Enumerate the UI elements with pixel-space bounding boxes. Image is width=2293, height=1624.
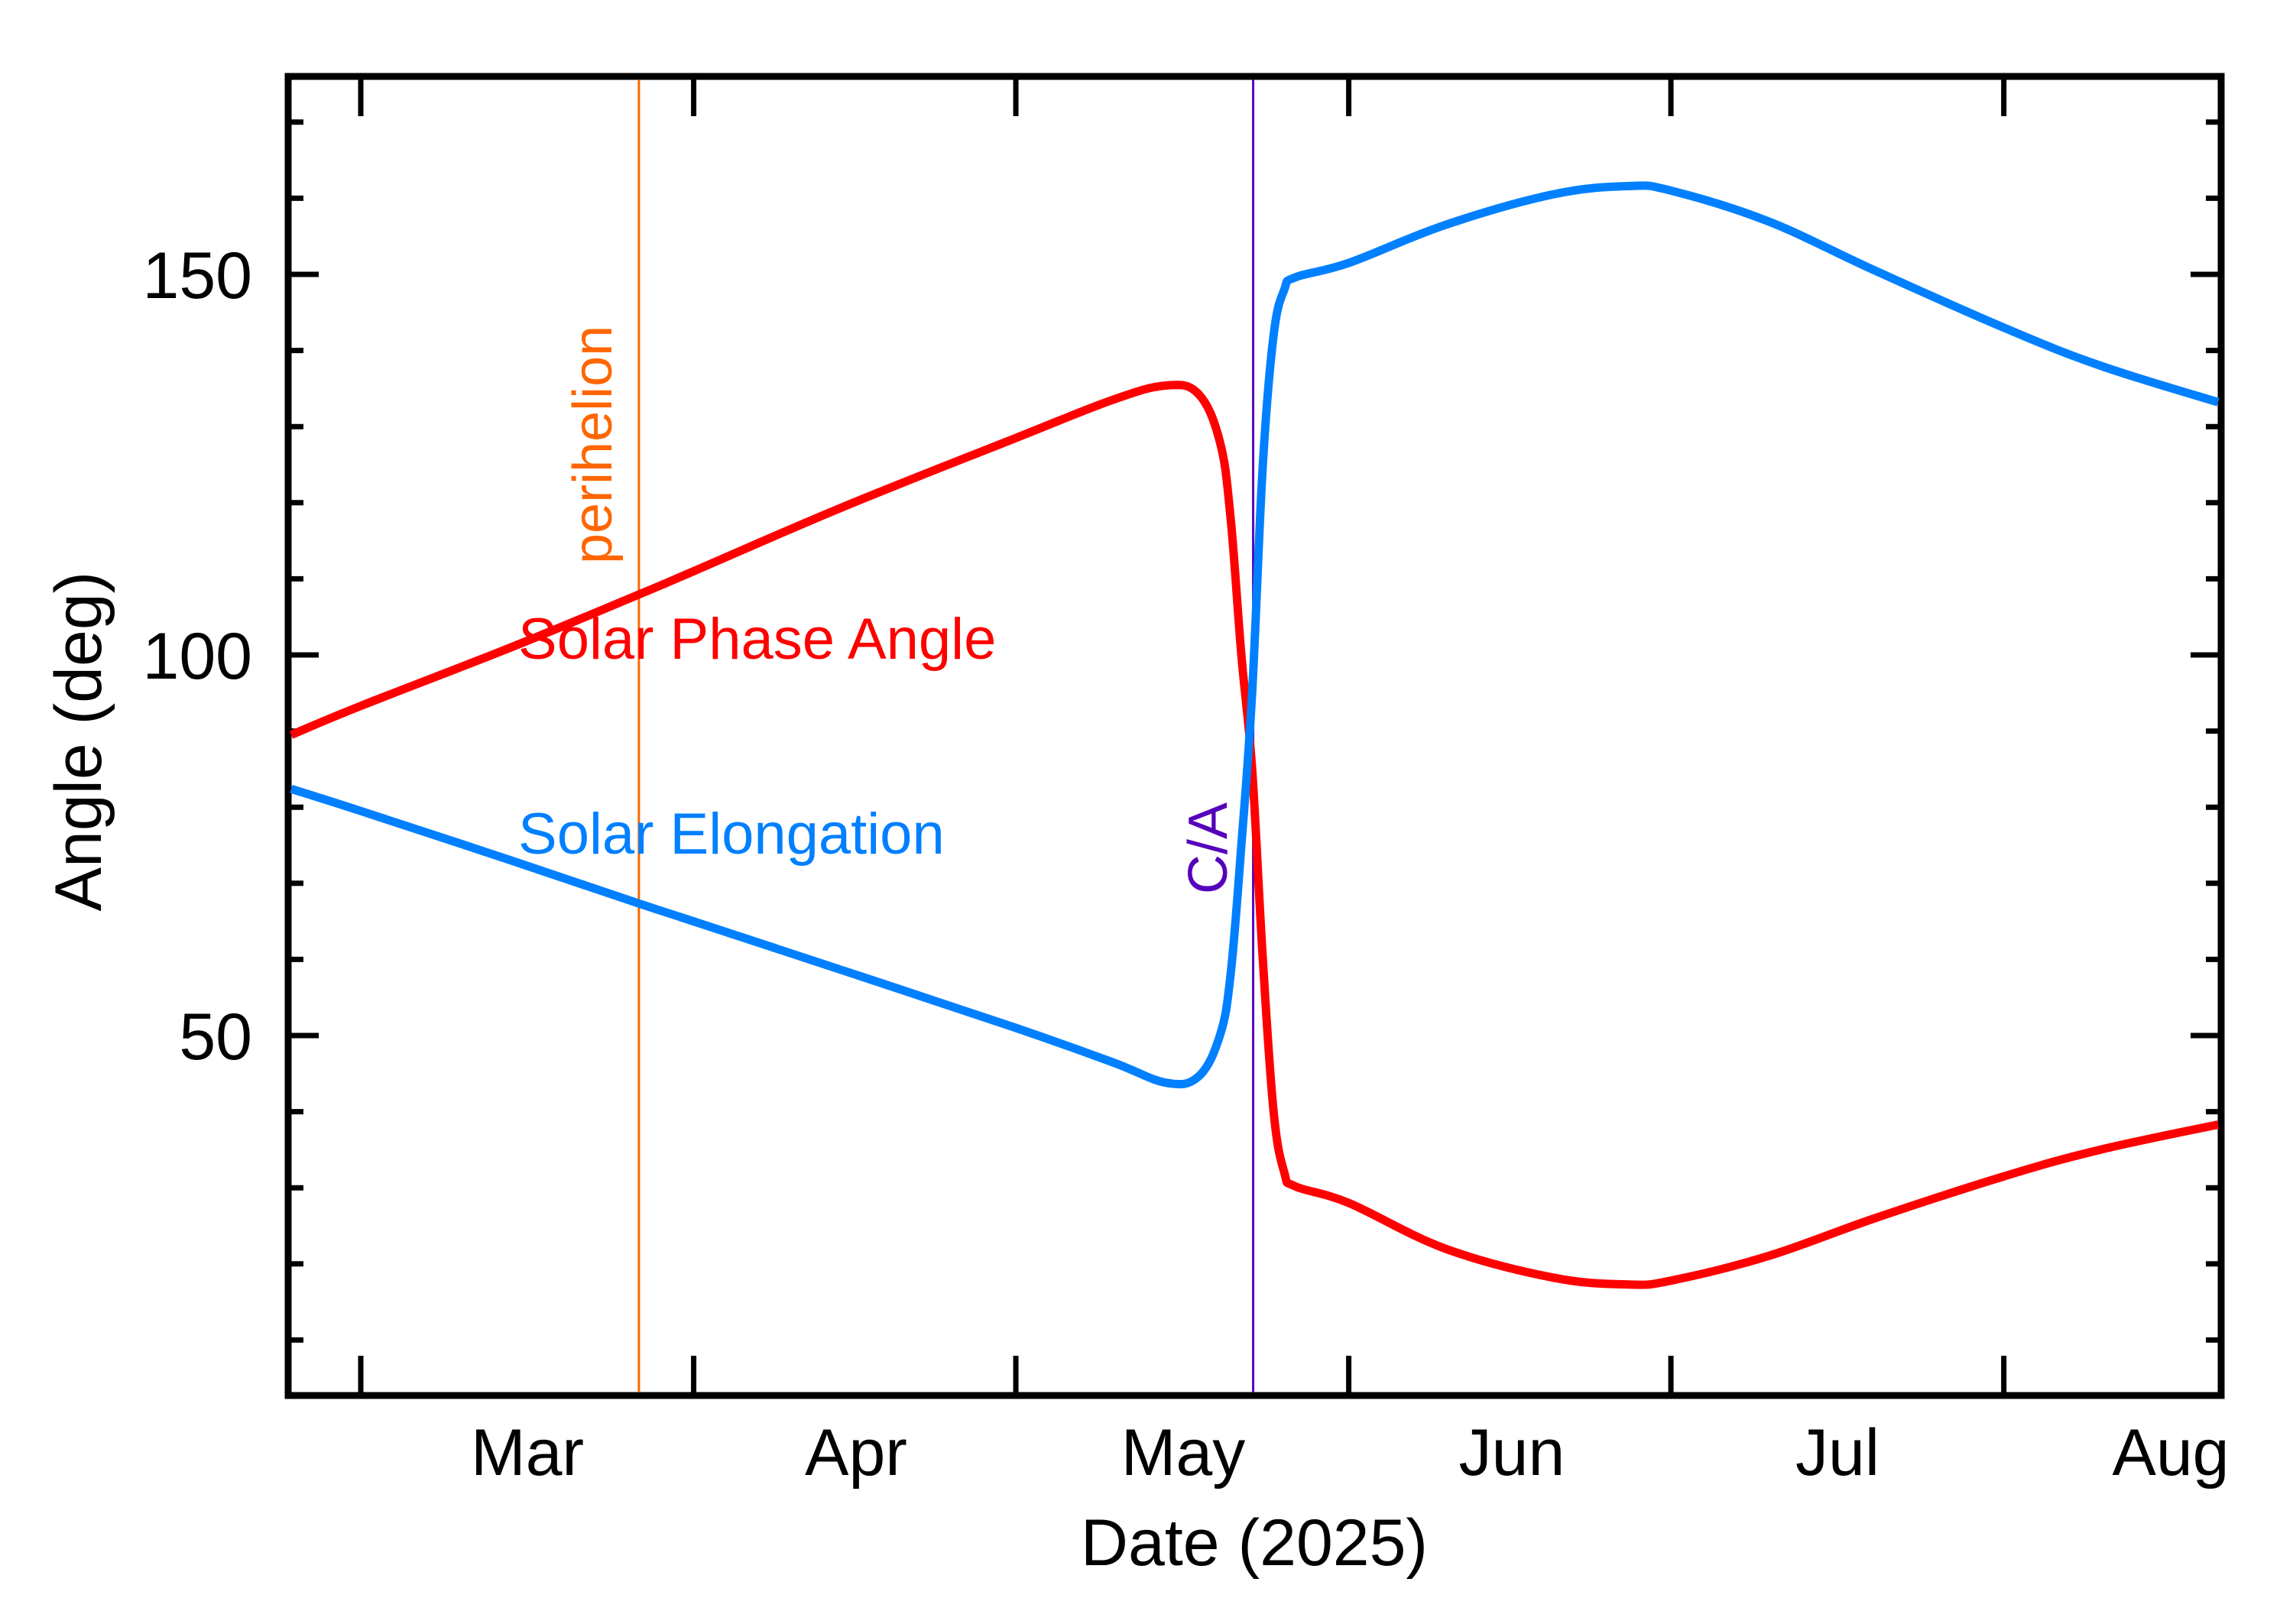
x-tick-label-aug: Aug	[2112, 1416, 2229, 1489]
x-axis-title: Date (2025)	[1081, 1506, 1428, 1580]
y-axis-ticks	[288, 119, 2221, 1343]
y-tick-label-50: 50	[179, 1000, 252, 1074]
x-tick-label-mar: Mar	[471, 1416, 584, 1489]
closest-approach-label: C/A	[1178, 802, 1239, 894]
y-tick-label-150: 150	[143, 239, 253, 313]
solar-elongation-curve	[290, 181, 2220, 1089]
solar-phase-angle-label: Solar Phase Angle	[518, 607, 996, 672]
x-tick-label-may: May	[1121, 1416, 1245, 1489]
y-tick-label-100: 100	[143, 620, 253, 693]
plot-frame	[284, 73, 2225, 1399]
x-tick-label-jun: Jun	[1459, 1416, 1565, 1489]
x-tick-label-jul: Jul	[1795, 1416, 1879, 1489]
x-tick-label-apr: Apr	[805, 1416, 907, 1489]
solar-elongation-label: Solar Elongation	[518, 802, 945, 867]
y-axis-title: Angle (deg)	[42, 572, 115, 912]
perihelion-label: perihelion	[563, 326, 624, 564]
x-axis-ticks	[358, 76, 2007, 1395]
solar-phase-angle-curve	[289, 381, 2220, 1289]
